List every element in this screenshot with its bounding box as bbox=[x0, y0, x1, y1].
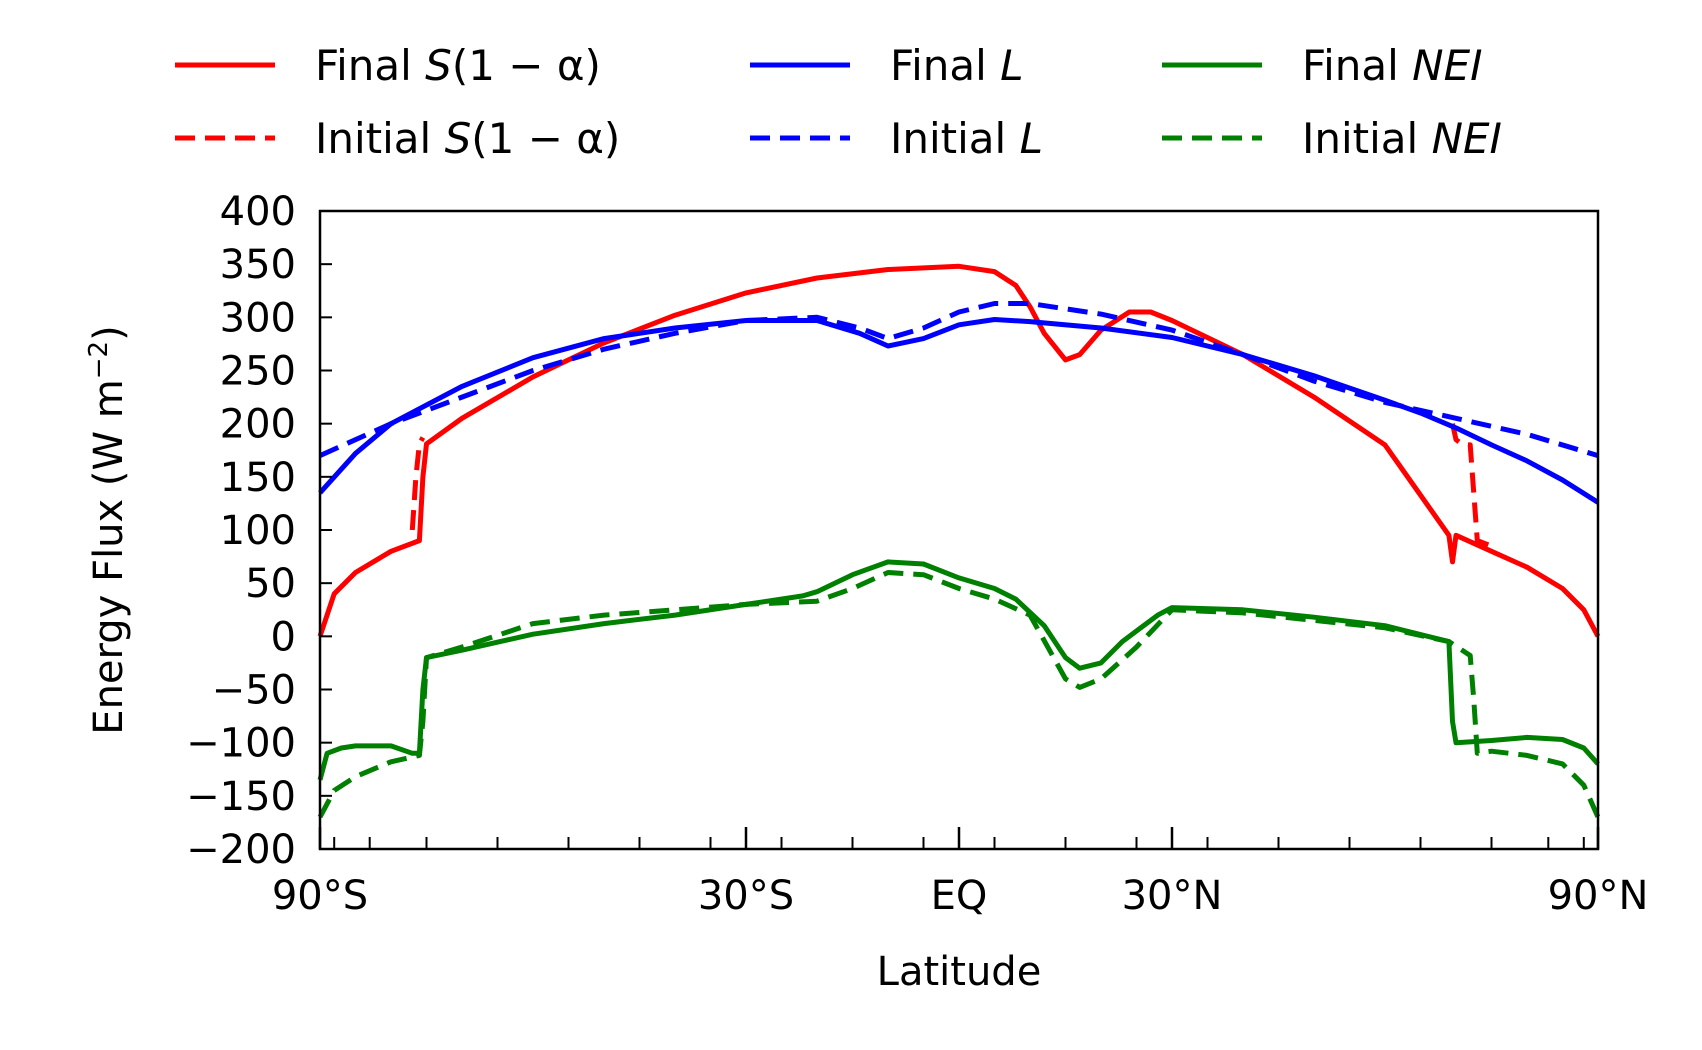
series-line-2-segment-2 bbox=[1450, 423, 1493, 549]
y-tick-label: 50 bbox=[245, 561, 296, 607]
y-axis-label-main: Energy Flux (W m bbox=[86, 379, 132, 734]
series-line-2 bbox=[409, 436, 426, 531]
plot-frame bbox=[318, 209, 1600, 851]
x-tick-label: 30°S bbox=[698, 873, 794, 919]
y-tick-label: −50 bbox=[212, 668, 296, 714]
y-tick-label: −150 bbox=[186, 774, 296, 820]
y-tick-label: 250 bbox=[220, 349, 296, 395]
series-line-3 bbox=[318, 317, 1600, 505]
y-axis-label-exponent: −2 bbox=[84, 341, 114, 379]
y-tick-label: 0 bbox=[271, 614, 296, 660]
series-line-6 bbox=[317, 570, 1601, 819]
x-tick-label: 90°S bbox=[272, 873, 368, 919]
x-axis-label: Latitude bbox=[877, 949, 1042, 995]
y-tick-label: 400 bbox=[220, 189, 296, 235]
axes: −200 −150 −100 −50 0 50 100 150 200 250 300 350 400 9… bbox=[186, 189, 1648, 919]
x-tick-label: EQ bbox=[931, 873, 988, 919]
y-tick-label: −200 bbox=[186, 827, 296, 873]
y-tick-label: 150 bbox=[220, 455, 296, 501]
y-axis-label-end: ) bbox=[86, 325, 132, 341]
y-tick-label: 350 bbox=[220, 242, 296, 288]
legend-label-4: Initial L bbox=[890, 114, 1043, 163]
x-tick-label: 30°N bbox=[1122, 873, 1223, 919]
y-tick-label: −100 bbox=[186, 721, 296, 767]
y-tick-label: 200 bbox=[220, 402, 296, 448]
legend-label-6: Initial NEI bbox=[1302, 114, 1502, 163]
legend: Final S(1 − α) Initial S(1 − α) Final L Ini… bbox=[175, 41, 1502, 163]
series-layer bbox=[317, 263, 1601, 819]
series-line-5 bbox=[317, 559, 1600, 781]
y-tick-label: 100 bbox=[220, 508, 296, 554]
legend-label-5: Final NEI bbox=[1302, 41, 1483, 90]
legend-label-3: Final L bbox=[890, 41, 1024, 90]
x-tick-label: 90°N bbox=[1548, 873, 1649, 919]
series-line-1 bbox=[317, 263, 1601, 638]
legend-label-1: Final S(1 − α) bbox=[315, 41, 601, 90]
y-axis-label: Energy Flux (W m−2) bbox=[84, 325, 132, 734]
y-tick-label: 300 bbox=[220, 295, 296, 341]
legend-label-2: Initial S(1 − α) bbox=[315, 114, 620, 163]
